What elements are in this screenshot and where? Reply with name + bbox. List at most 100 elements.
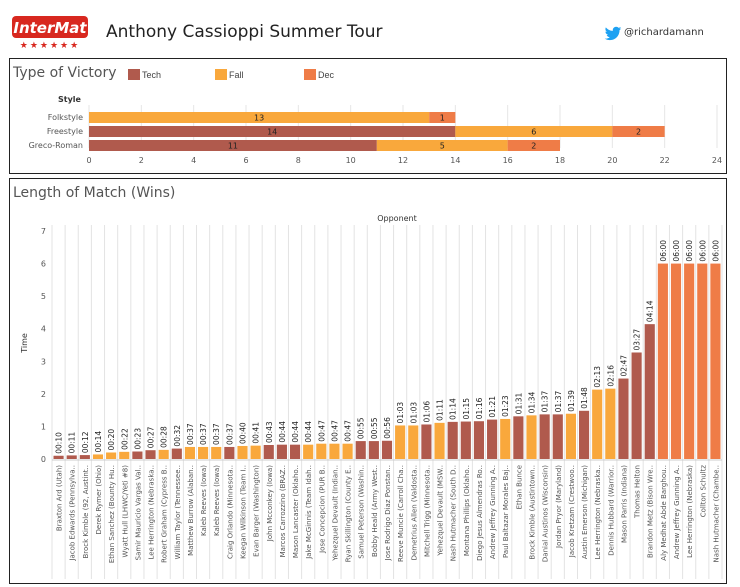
x-tick-label: 24 [712, 156, 722, 165]
bar-time-label: 00:37 [186, 423, 195, 445]
match-bar [171, 448, 182, 459]
opponent-label: Ethan Sanchez (Bounty Hu.. [108, 465, 116, 563]
match-bar [342, 443, 353, 459]
match-bar [198, 446, 209, 459]
match-bar [631, 352, 642, 459]
opponent-label: Andrew Jeffrey Gunning A.. [673, 465, 681, 559]
opponent-label: Jordan Pryor (Maryland) [555, 465, 563, 549]
match-bar [513, 416, 524, 459]
dashboard-header: InterMat ★★★★★★ Anthony Cassioppi Summer… [0, 0, 740, 56]
bar-time-label: 00:32 [173, 425, 182, 447]
opponent-label: Nash Hutmacher (South D.. [450, 465, 458, 561]
opponent-label: Jose Rodrigo Diaz Ponstan.. [384, 465, 392, 561]
opponent-label: Derek Rymer (Ohio) [95, 465, 103, 535]
bar-time-label: 06:00 [659, 240, 668, 262]
match-bar [395, 425, 406, 459]
twitter-handle[interactable]: @richardamann [624, 27, 704, 38]
match-bar [92, 454, 104, 459]
x-tick-label: 12 [398, 156, 408, 165]
opponent-label: Jose Concepcion (PUR B.. [318, 465, 326, 554]
bar-segment-tech [89, 140, 377, 151]
opponent-label: Demetrius Allen (Valdosta.. [410, 465, 418, 560]
twitter-icon[interactable] [604, 26, 622, 42]
opponent-label: Yehezquel Devault (Indian.. [331, 465, 339, 562]
opponent-label: Danial Austinos (Wisconsin) [542, 465, 550, 562]
match-bar [408, 425, 419, 459]
x-tick-label: 22 [660, 156, 670, 165]
opponent-label: Jacob Edwards (Pennsylva.. [69, 465, 77, 562]
match-bar [237, 445, 248, 459]
opponent-label: Paul Baltazar Morales Baj.. [502, 465, 510, 558]
page-title: Anthony Cassioppi Summer Tour [106, 22, 383, 42]
bar-time-label: 01:37 [541, 391, 550, 413]
opponent-label: Kaleb Reeves (Iowa) [200, 465, 208, 536]
opponent-label: Jacob Kretzam (Crestwoo.. [568, 465, 576, 558]
bar-time-label: 00:41 [252, 422, 261, 444]
opponent-label: Craig Orlando (Minnesota.. [226, 465, 234, 559]
bar-time-label: 01:11 [436, 399, 445, 421]
x-tick-label: 10 [346, 156, 356, 165]
match-bar [355, 441, 366, 459]
bar-segment-tech [89, 126, 456, 137]
match-bar [710, 263, 721, 459]
match-bar [697, 263, 708, 459]
opponent-label: John Mcconkey (Iowa) [266, 465, 274, 542]
legend-swatch-fall [215, 69, 227, 80]
match-bar [303, 444, 314, 459]
opponent-label: Yehezquel Devault (MSW.. [437, 465, 445, 557]
segment-value-label: 5 [440, 142, 445, 151]
legend-label-dec: Dec [318, 70, 335, 80]
match-bar [224, 446, 235, 459]
match-bar [605, 388, 616, 459]
match-bar [473, 421, 485, 459]
x-tick-label: 14 [450, 156, 460, 165]
x-tick-label: 0 [86, 156, 91, 165]
y-axis-label: Time [20, 333, 29, 354]
bar-time-label: 00:43 [265, 421, 274, 443]
opponent-label: Kaleb Reeves (Iowa) [213, 465, 221, 536]
match-bar [670, 263, 682, 459]
opponent-label: Marcos Carrozzino (BRAZ.. [279, 465, 287, 557]
opponent-label: Keegan Wilkinson (Team I.. [239, 465, 247, 559]
intermat-logo: InterMat ★★★★★★ [12, 16, 88, 50]
opponent-label: Brock Kimble (Austintown.. [529, 465, 537, 560]
opponent-label: Samir Mauricio Vargas Val.. [134, 465, 142, 560]
y-tick-label: 0 [41, 455, 46, 464]
match-bar [592, 389, 603, 459]
match-bar [578, 410, 590, 459]
bar-time-label: 00:37 [212, 423, 221, 445]
bar-time-label: 00:40 [238, 422, 247, 444]
match-bar [79, 455, 90, 459]
bar-time-label: 01:31 [514, 392, 523, 414]
bar-time-label: 06:00 [698, 240, 707, 262]
match-bar [618, 378, 629, 459]
length-of-match-panel: Length of Match (Wins) Opponent Time 0 1 2… [9, 178, 727, 584]
opponent-label: Aly Medhat Abde Barghou.. [660, 465, 668, 561]
bar-time-label: 00:44 [291, 421, 300, 443]
legend-label-fall: Fall [229, 70, 244, 80]
y-tick-label: 5 [41, 292, 46, 301]
segment-value-label: 11 [228, 142, 238, 151]
bar-time-label: 02:47 [619, 355, 628, 377]
bar-time-label: 01:23 [501, 395, 510, 417]
x-tick-label: 4 [191, 156, 196, 165]
match-length-chart: Opponent Time 0 1 2 3 4 5 6 7 00:10 Braxton Ard (… [20, 214, 723, 579]
bar-time-label: 00:14 [94, 431, 103, 453]
segment-value-label: 2 [636, 128, 641, 137]
segment-value-label: 1 [440, 114, 445, 123]
y-tick-label: 4 [41, 325, 46, 334]
match-bar [368, 441, 379, 459]
match-bar [644, 324, 655, 459]
bar-time-label: 00:37 [225, 423, 234, 445]
opponent-label: Jake McGinnis (Team Idah.. [305, 465, 313, 560]
segment-value-label: 13 [254, 114, 264, 123]
opponent-label: Nash Hutmacher (Chambe.. [712, 465, 720, 562]
svg-text:★★★★★★: ★★★★★★ [20, 41, 80, 50]
opponent-label: Wyatt Hull (LHWC/Yeti #8) [121, 465, 129, 558]
opponent-label: Ethan Bunce [515, 465, 523, 509]
x-tick-label: 8 [296, 156, 301, 165]
opponent-label: Robert Graham (Cypress B.. [161, 465, 169, 563]
bar-time-label: 01:39 [567, 390, 576, 412]
bar-segment-dec [429, 112, 456, 123]
bar-time-label: 00:20 [107, 429, 116, 451]
